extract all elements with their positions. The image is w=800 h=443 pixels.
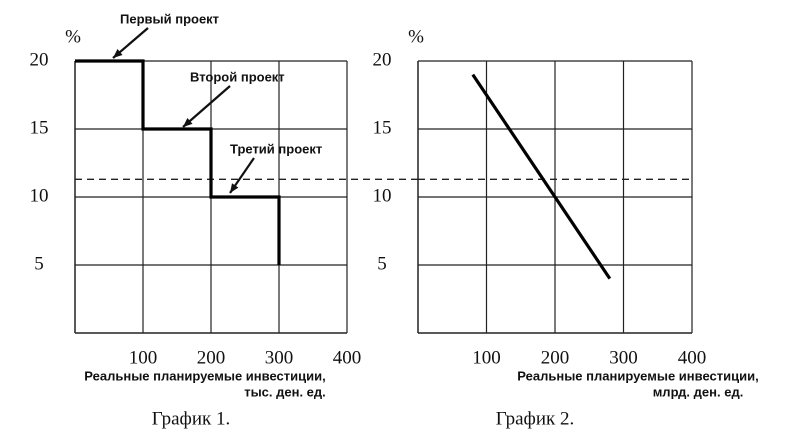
x-tick-label: 400 xyxy=(678,347,707,368)
arrow-head xyxy=(183,118,193,127)
y-axis-label: % xyxy=(65,26,81,47)
y-tick-label: 15 xyxy=(30,117,49,138)
x-tick-label: 300 xyxy=(265,347,294,368)
y-tick-label: 10 xyxy=(373,185,392,206)
arrow-head xyxy=(230,183,239,193)
x-tick-label: 300 xyxy=(609,347,638,368)
y-axis-label: % xyxy=(408,26,424,47)
annotation: Третий проект xyxy=(230,141,322,156)
y-tick-label: 5 xyxy=(377,253,387,274)
x-tick-label: 100 xyxy=(472,347,501,368)
y-tick-label: 5 xyxy=(34,253,44,274)
x-axis-label: тыс. ден. ед. xyxy=(244,384,326,399)
y-tick-label: 20 xyxy=(373,49,392,70)
x-tick-label: 400 xyxy=(333,347,362,368)
caption: График 1. xyxy=(152,408,230,429)
y-tick-label: 10 xyxy=(30,185,49,206)
annotation: Первый проект xyxy=(120,11,219,26)
x-axis-label: Реальные планируемые инвестиции, xyxy=(84,368,325,383)
data-line xyxy=(75,59,281,265)
arrow-head xyxy=(113,49,123,58)
data-line xyxy=(471,73,612,280)
x-axis-label: млрд. ден. ед. xyxy=(653,384,744,399)
annotation-arrow xyxy=(182,85,231,128)
annotation: Второй проект xyxy=(190,69,285,84)
y-tick-label: 15 xyxy=(373,117,392,138)
x-tick-label: 200 xyxy=(541,347,570,368)
caption: График 2. xyxy=(496,408,574,429)
x-axis-label: Реальные планируемые инвестиции, xyxy=(517,368,758,383)
x-tick-label: 200 xyxy=(197,347,226,368)
x-tick-label: 100 xyxy=(129,347,158,368)
y-tick-label: 20 xyxy=(30,49,49,70)
